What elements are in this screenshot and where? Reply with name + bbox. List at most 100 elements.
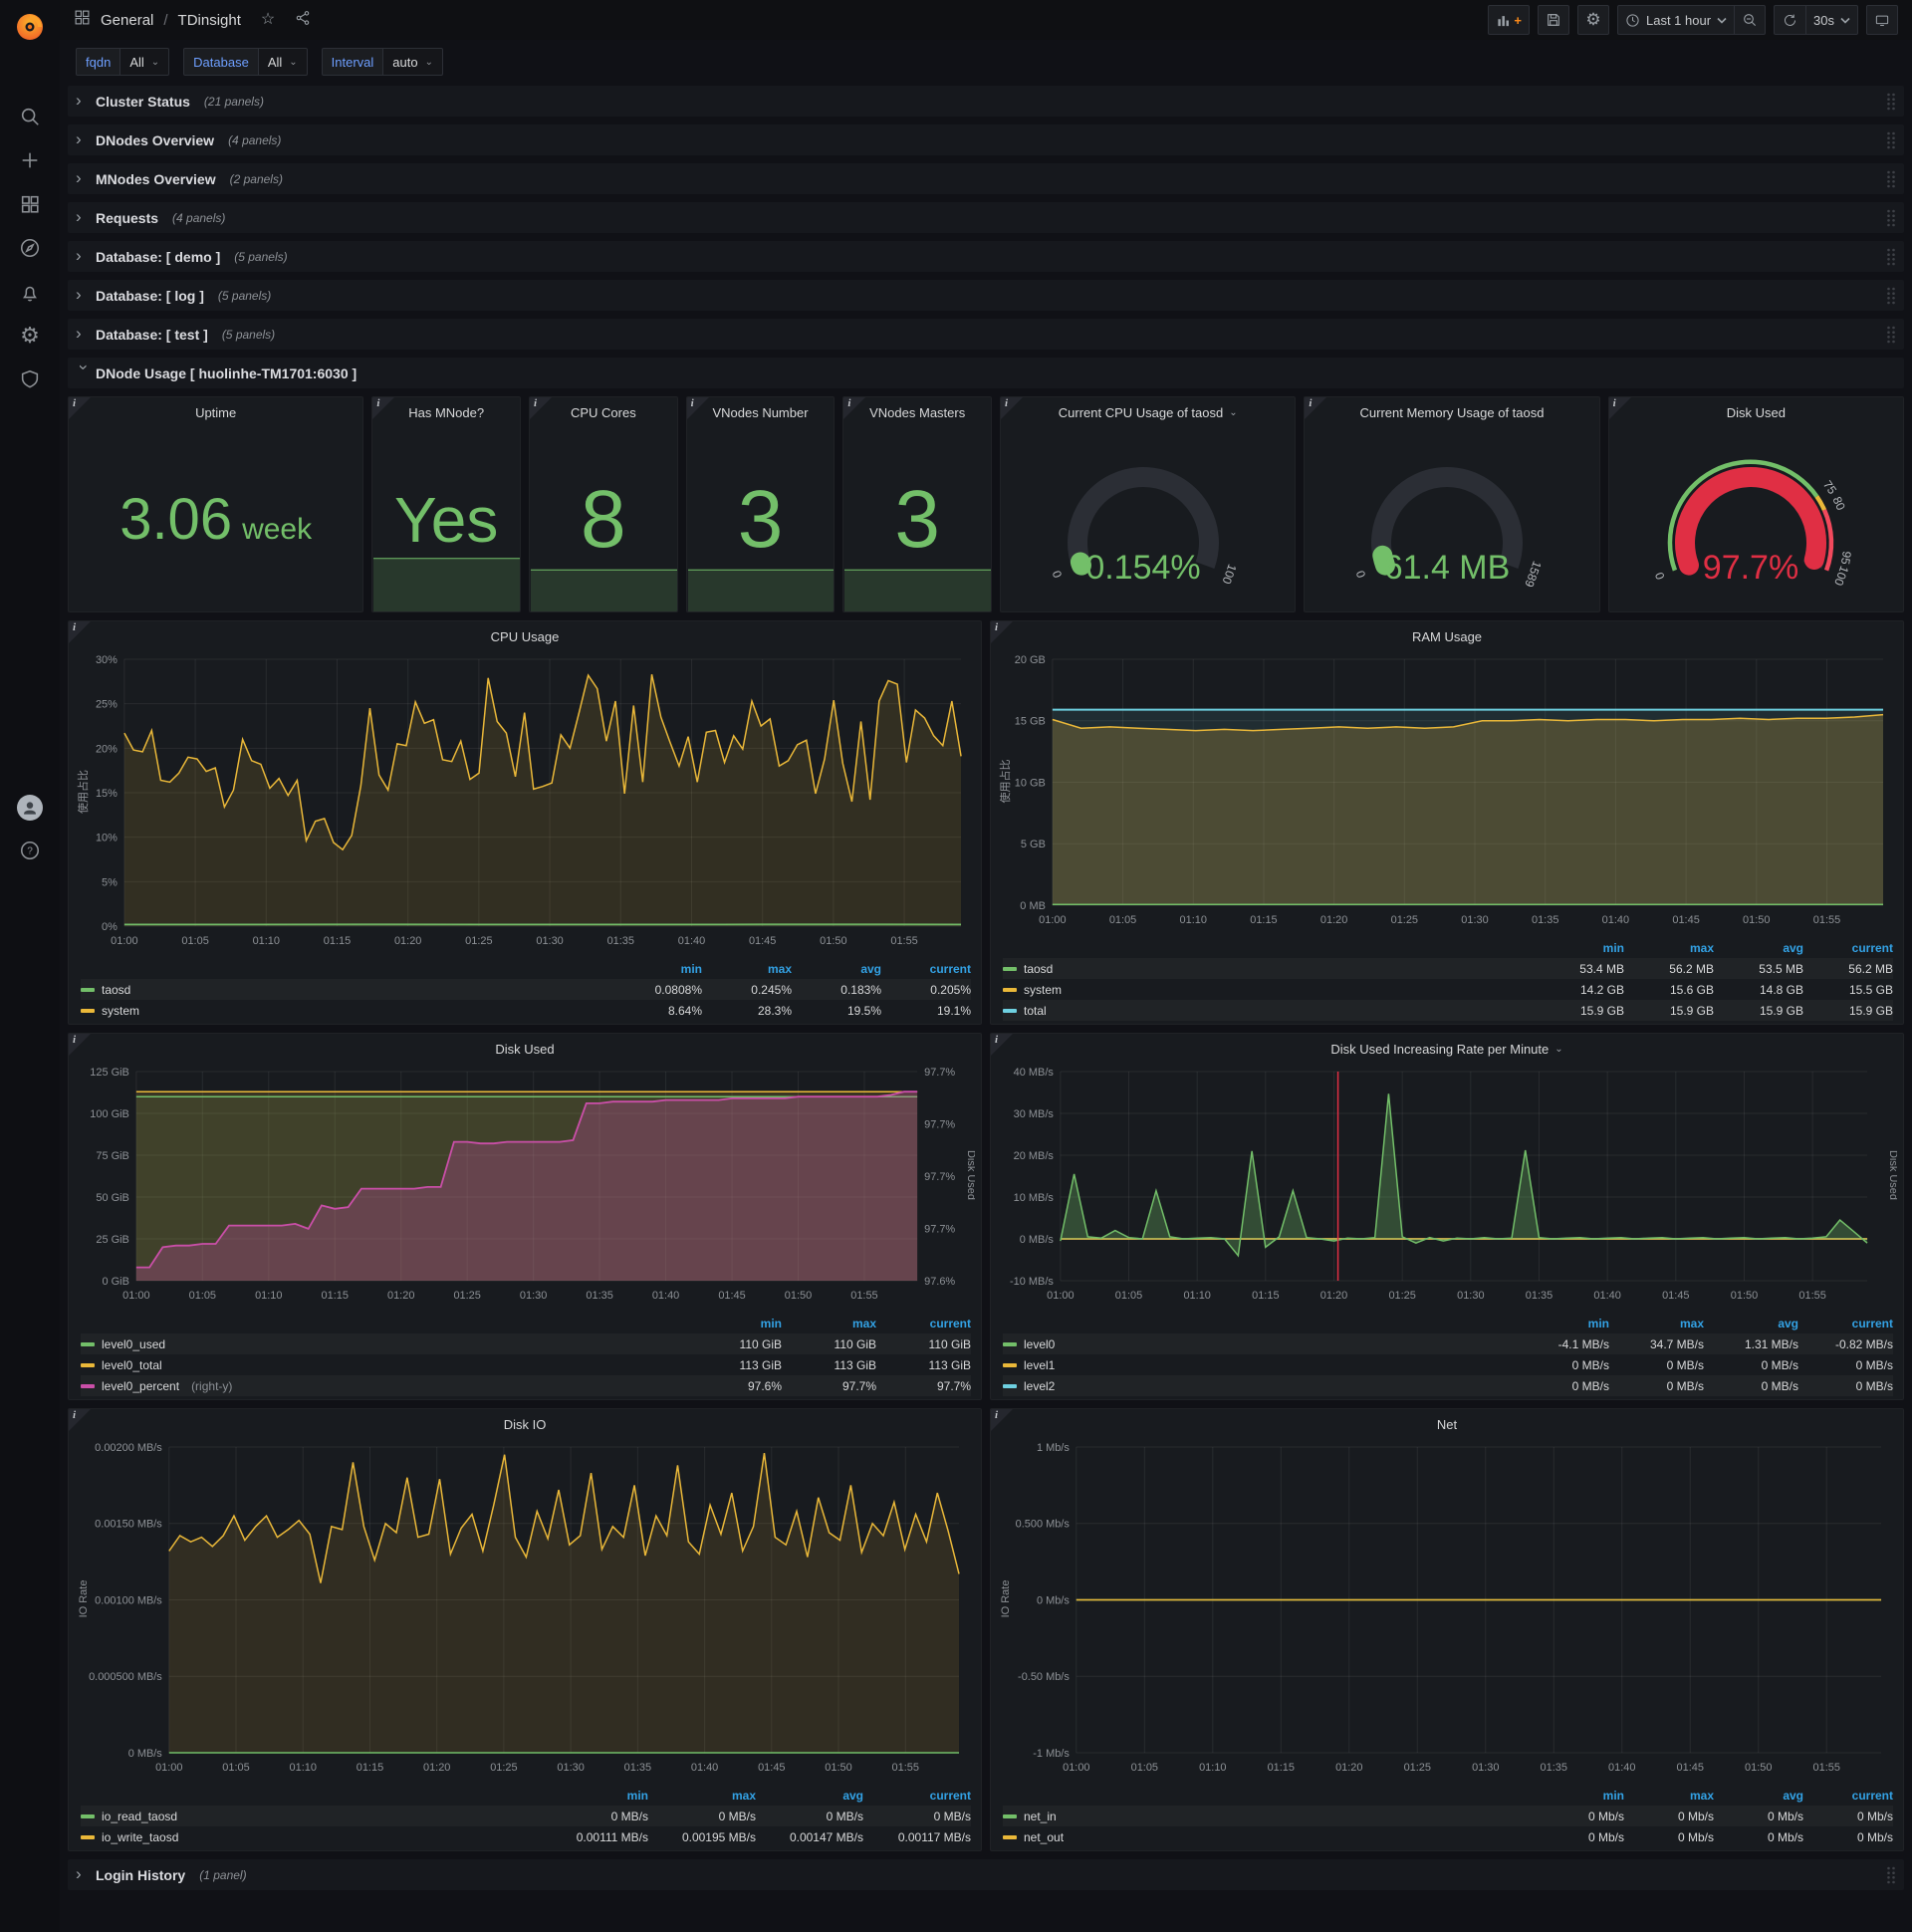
panel-title[interactable]: Uptime	[195, 404, 237, 420]
panel-title[interactable]: CPU Usage	[490, 628, 560, 644]
panel-title[interactable]: RAM Usage	[1411, 628, 1483, 644]
legend-series-toggle[interactable]: io_read_taosd	[81, 1810, 541, 1823]
dashboard-row-header[interactable]: › MNodes Overview (2 panels)	[68, 163, 1904, 194]
panel-info-icon[interactable]: i	[372, 397, 395, 419]
legend-series-toggle[interactable]: level0	[1003, 1337, 1515, 1351]
panel-info-icon[interactable]: i	[991, 1034, 1013, 1056]
legend-column-current[interactable]: current	[929, 1789, 971, 1803]
legend-column-min[interactable]: min	[1602, 1789, 1624, 1803]
row-drag-handle-icon[interactable]	[1886, 170, 1896, 188]
panel-title[interactable]: Disk Used	[495, 1041, 555, 1057]
legend-series-toggle[interactable]: level0_percent (right-y)	[81, 1379, 687, 1393]
panel-info-icon[interactable]: i	[843, 397, 866, 419]
add-panel-button[interactable]: +	[1488, 5, 1530, 35]
search-icon[interactable]	[14, 101, 46, 132]
legend-column-max[interactable]: max	[1679, 1317, 1704, 1330]
create-plus-icon[interactable]	[14, 144, 46, 176]
dashboard-row-header[interactable]: › Cluster Status (21 panels)	[68, 86, 1904, 117]
time-range-picker[interactable]: Last 1 hour	[1616, 5, 1735, 35]
legend-column-min[interactable]: min	[680, 962, 702, 976]
panel-info-icon[interactable]: i	[1305, 397, 1327, 419]
legend-column-min[interactable]: min	[1587, 1317, 1609, 1330]
legend-series-toggle[interactable]: level0_total	[81, 1358, 687, 1372]
row-drag-handle-icon[interactable]	[1886, 287, 1896, 305]
alerting-bell-icon[interactable]	[14, 277, 46, 309]
row-drag-handle-icon[interactable]	[1886, 131, 1896, 149]
panel-info-icon[interactable]: i	[69, 397, 91, 419]
legend-column-current[interactable]: current	[1851, 1789, 1893, 1803]
share-icon[interactable]	[295, 10, 311, 30]
panel-info-icon[interactable]: i	[991, 621, 1013, 643]
grafana-logo-icon[interactable]	[12, 8, 48, 44]
dashboard-row-header[interactable]: › Requests (4 panels)	[68, 202, 1904, 233]
legend-column-min[interactable]: min	[626, 1789, 648, 1803]
legend-series-toggle[interactable]: level1	[1003, 1358, 1515, 1372]
legend-series-toggle[interactable]: level0_used	[81, 1337, 687, 1351]
panel-title[interactable]: Current CPU Usage of taosd ⌄	[1058, 404, 1238, 420]
help-icon[interactable]: ?	[14, 835, 46, 866]
dashboard-row-header[interactable]: › DNodes Overview (4 panels)	[68, 124, 1904, 155]
panel-info-icon[interactable]: i	[991, 1409, 1013, 1431]
legend-column-current[interactable]: current	[929, 1317, 971, 1330]
row-drag-handle-icon[interactable]	[1886, 248, 1896, 266]
variable-database-label[interactable]: Database	[183, 48, 259, 76]
legend-column-current[interactable]: current	[929, 962, 971, 976]
panel-info-icon[interactable]: i	[530, 397, 552, 419]
panel-title[interactable]: Current Memory Usage of taosd	[1359, 404, 1545, 420]
server-admin-shield-icon[interactable]	[14, 363, 46, 395]
user-avatar[interactable]	[14, 792, 46, 824]
panel-title[interactable]: Disk Used Increasing Rate per Minute ⌄	[1330, 1041, 1563, 1057]
explore-compass-icon[interactable]	[14, 232, 46, 264]
panel-info-icon[interactable]: i	[69, 621, 91, 643]
legend-series-toggle[interactable]: net_in	[1003, 1810, 1535, 1823]
row-dnode-usage-expanded[interactable]: › DNode Usage [ huolinhe-TM1701:6030 ]	[68, 358, 1904, 388]
dashboard-row-header[interactable]: › Database: [ demo ] (5 panels)	[68, 241, 1904, 272]
legend-series-toggle[interactable]: total	[1003, 1004, 1535, 1018]
breadcrumb-folder[interactable]: General	[101, 11, 154, 29]
legend-column-avg[interactable]: avg	[860, 962, 881, 976]
legend-column-min[interactable]: min	[760, 1317, 782, 1330]
dashboard-row-header[interactable]: › Database: [ log ] (5 panels)	[68, 280, 1904, 311]
dashboard-row-header[interactable]: › Login History (1 panel)	[68, 1859, 1904, 1890]
panel-title[interactable]: Disk Used	[1726, 404, 1786, 420]
legend-series-toggle[interactable]: system	[81, 1004, 612, 1018]
legend-column-max[interactable]: max	[1689, 941, 1714, 955]
legend-column-avg[interactable]: avg	[1778, 1317, 1798, 1330]
panel-title[interactable]: VNodes Masters	[869, 404, 966, 420]
legend-column-max[interactable]: max	[1689, 1789, 1714, 1803]
panel-info-icon[interactable]: i	[69, 1409, 91, 1431]
zoom-out-time-button[interactable]	[1734, 5, 1767, 35]
star-icon[interactable]: ☆	[260, 11, 276, 28]
refresh-interval-picker[interactable]: 30s	[1805, 5, 1858, 35]
legend-column-max[interactable]: max	[851, 1317, 876, 1330]
legend-series-toggle[interactable]: io_write_taosd	[81, 1830, 541, 1844]
panel-title[interactable]: Has MNode?	[408, 404, 485, 420]
row-drag-handle-icon[interactable]	[1886, 209, 1896, 227]
breadcrumb-dashboard-title[interactable]: TDinsight	[177, 11, 241, 29]
variable-database-value-dropdown[interactable]: All ⌄	[258, 48, 308, 76]
legend-series-toggle[interactable]: system	[1003, 983, 1535, 997]
dashboard-settings-button[interactable]: ⚙	[1576, 5, 1609, 35]
variable-fqdn-value-dropdown[interactable]: All ⌄	[120, 48, 170, 76]
legend-column-avg[interactable]: avg	[1783, 941, 1803, 955]
panel-info-icon[interactable]: i	[69, 1034, 91, 1056]
legend-column-max[interactable]: max	[767, 962, 792, 976]
legend-series-toggle[interactable]: taosd	[81, 983, 612, 997]
legend-column-max[interactable]: max	[731, 1789, 756, 1803]
panel-title[interactable]: Disk IO	[503, 1416, 547, 1432]
legend-column-avg[interactable]: avg	[1783, 1789, 1803, 1803]
legend-column-current[interactable]: current	[1851, 941, 1893, 955]
row-drag-handle-icon[interactable]	[1886, 1866, 1896, 1884]
panel-title[interactable]: Net	[1436, 1416, 1458, 1432]
variable-interval-label[interactable]: Interval	[321, 48, 384, 76]
configuration-gear-icon[interactable]: ⚙	[20, 323, 40, 348]
variable-interval-value-dropdown[interactable]: auto ⌄	[383, 48, 443, 76]
panel-title[interactable]: VNodes Number	[712, 404, 809, 420]
legend-series-toggle[interactable]: taosd	[1003, 962, 1535, 976]
panel-info-icon[interactable]: i	[1001, 397, 1024, 419]
refresh-button[interactable]	[1774, 5, 1806, 35]
variable-fqdn-label[interactable]: fqdn	[76, 48, 121, 76]
panel-info-icon[interactable]: i	[1608, 397, 1631, 419]
legend-series-toggle[interactable]: level2	[1003, 1379, 1515, 1393]
save-dashboard-button[interactable]	[1537, 5, 1569, 35]
